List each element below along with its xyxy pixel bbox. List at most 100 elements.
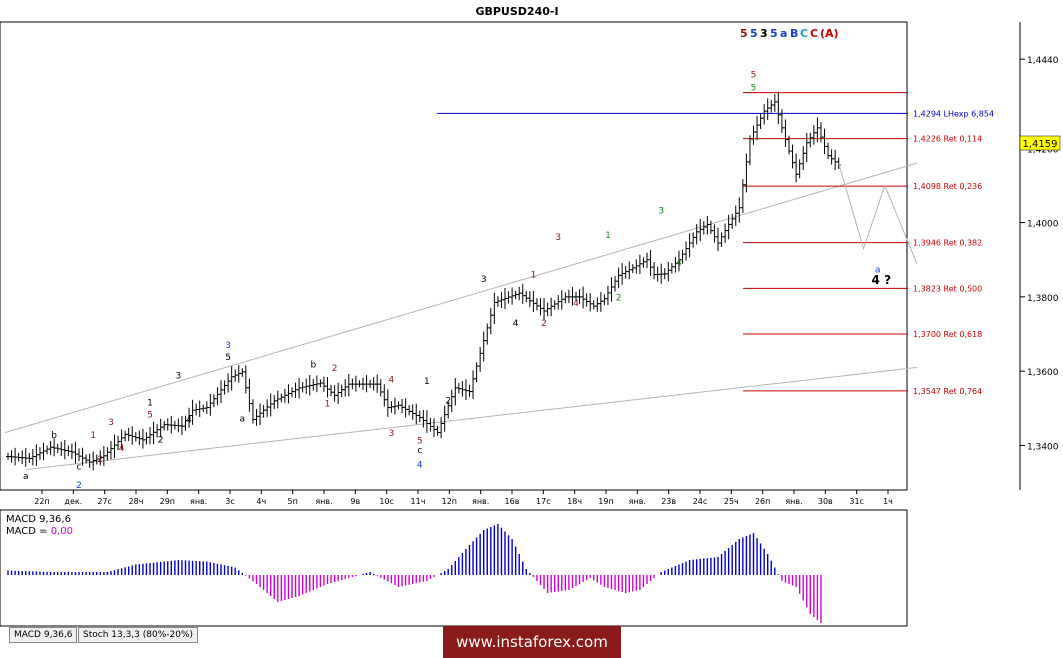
wave-label: 2 (616, 294, 622, 304)
y-tick-label: 1,4440 (1027, 56, 1059, 66)
x-tick-label: 4ч (256, 497, 266, 506)
wave-label: 2 (445, 396, 451, 406)
macd-panel: MACD 9,36,6 MACD = 0,00 (0, 509, 908, 627)
wave-label: 3 (658, 206, 664, 216)
x-tick-label: 12п (442, 497, 457, 506)
level-label: 1,4294 LHexp 6,854 (913, 109, 994, 118)
wave-label: 3 (108, 418, 114, 428)
y-tick-label: 1,4000 (1027, 220, 1059, 230)
wave-label: 3 (225, 341, 231, 351)
wave-label: 5 (417, 437, 423, 447)
trendline (25, 366, 917, 471)
x-tick-label: 30в (818, 497, 833, 506)
level-label: 1,3946 Ret 0,382 (913, 239, 982, 248)
tab-macd[interactable]: MACD 9,36,6 (9, 627, 78, 643)
wave-label: 1 (147, 398, 153, 408)
price-axis: 1,4440 1,4200 1,4000 1,3800 1,3600 1,3400 (1019, 22, 1059, 490)
wave-count-part: 5 (770, 27, 778, 40)
wave-label: 1 (325, 399, 331, 409)
trendlines (4, 162, 917, 471)
projection-line (838, 163, 918, 264)
wave-count-part: 5 (750, 27, 758, 40)
wave-count-header: 5 5 3 5 a B C C (A) (740, 27, 839, 40)
wave-count-part: C (800, 27, 808, 40)
y-tick-label: 1,4200 (1027, 145, 1059, 155)
level-label: 1,3547 Ret 0,764 (913, 387, 982, 396)
macd-histogram (7, 524, 822, 623)
x-tick-label: янв. (629, 497, 646, 506)
x-tick-label: янв. (315, 497, 332, 506)
y-tick-label: 1,3600 (1027, 368, 1059, 378)
wave-label: 2 (158, 435, 164, 445)
wave-count-part: (A) (820, 27, 839, 40)
x-tick-label: 27с (97, 497, 112, 506)
wave-label: 1 (605, 231, 611, 241)
wave-label: 2 (76, 481, 82, 491)
macd-value-label: MACD = 0,00 (6, 526, 73, 537)
wave-label: c (77, 463, 82, 473)
wave-label: 4 (186, 415, 192, 425)
wave-label: 1 (90, 431, 96, 441)
wave-label: 3 (481, 275, 487, 285)
x-tick-label: 31с (849, 497, 864, 506)
y-tick-label: 1,3800 (1027, 294, 1059, 304)
level-label: 1,4226 Ret 0,114 (913, 135, 982, 144)
wave-label: b (51, 431, 57, 441)
projection-path (838, 163, 918, 264)
wave-label: 5 (225, 353, 231, 363)
x-tick-label: 28ч (129, 497, 144, 506)
wave-label: 4 (573, 299, 579, 309)
wave-label: a (240, 414, 246, 424)
wave-label: 4 (676, 258, 682, 268)
wave-label: 2 (97, 455, 103, 465)
time-axis: 22п дек. 27с 28ч 29п янв. 3с 4ч 5п янв. 9в 10с 11ч 12… (34, 490, 893, 506)
wave-count-part: a (780, 27, 787, 40)
current-price-badge: 1,4159 (1019, 135, 1061, 151)
chart-title: GBPUSD240-I (475, 5, 558, 18)
wave-count-part: B (790, 27, 798, 40)
wave-label: 4 ? (872, 273, 892, 287)
x-tick-label: янв. (190, 497, 207, 506)
wave-count-part: 5 (740, 27, 748, 40)
wave-label: 1 (531, 271, 537, 281)
wave-label: 5 (751, 71, 757, 81)
wave-label: 2 (541, 319, 547, 329)
wave-label: a (875, 266, 881, 276)
wave-count-part: C (810, 27, 818, 40)
wave-label: 4 (513, 319, 519, 329)
wave-label: c (417, 446, 422, 456)
wave-label: 3 (389, 429, 395, 439)
level-label: 1,3700 Ret 0,618 (913, 330, 982, 339)
x-tick-label: 25ч (724, 497, 739, 506)
x-tick-label: 17с (536, 497, 551, 506)
wave-count-part: 3 (760, 27, 768, 40)
wave-label: a (23, 472, 29, 482)
x-tick-label: 1ч (883, 497, 893, 506)
price-bars (6, 91, 841, 471)
tab-stoch[interactable]: Stoch 13,3,3 (80%-20%) (78, 627, 199, 643)
level-label: 1,3823 Ret 0,500 (913, 284, 982, 293)
trendline (4, 162, 917, 434)
wave-label: 5 (751, 84, 757, 94)
main-price-panel: GBPUSD240-I 1,4294 LHexp 6,854 1,4226 Ret… (0, 5, 1061, 506)
fibonacci-levels: 1,4294 LHexp 6,854 1,4226 Ret 0,114 1,4098… (437, 92, 994, 396)
wave-label: 4 (417, 461, 423, 471)
x-tick-label: 23в (661, 497, 676, 506)
wave-label: 2 (332, 364, 338, 374)
wave-label: 3 (176, 372, 182, 382)
x-tick-label: 3с (225, 497, 235, 506)
x-tick-label: 29п (160, 497, 175, 506)
x-tick-label: 16в (505, 497, 520, 506)
x-tick-label: 19п (598, 497, 613, 506)
x-tick-label: дек. (64, 497, 82, 506)
wave-label: 4 (389, 375, 395, 385)
x-tick-label: янв. (785, 497, 802, 506)
y-tick-label: 1,3400 (1027, 442, 1059, 452)
x-tick-label: 9в (350, 497, 360, 506)
x-tick-label: 5п (288, 497, 298, 506)
wave-label: 3 (555, 233, 561, 243)
x-tick-label: 18ч (567, 497, 582, 506)
x-tick-label: 10с (379, 497, 394, 506)
